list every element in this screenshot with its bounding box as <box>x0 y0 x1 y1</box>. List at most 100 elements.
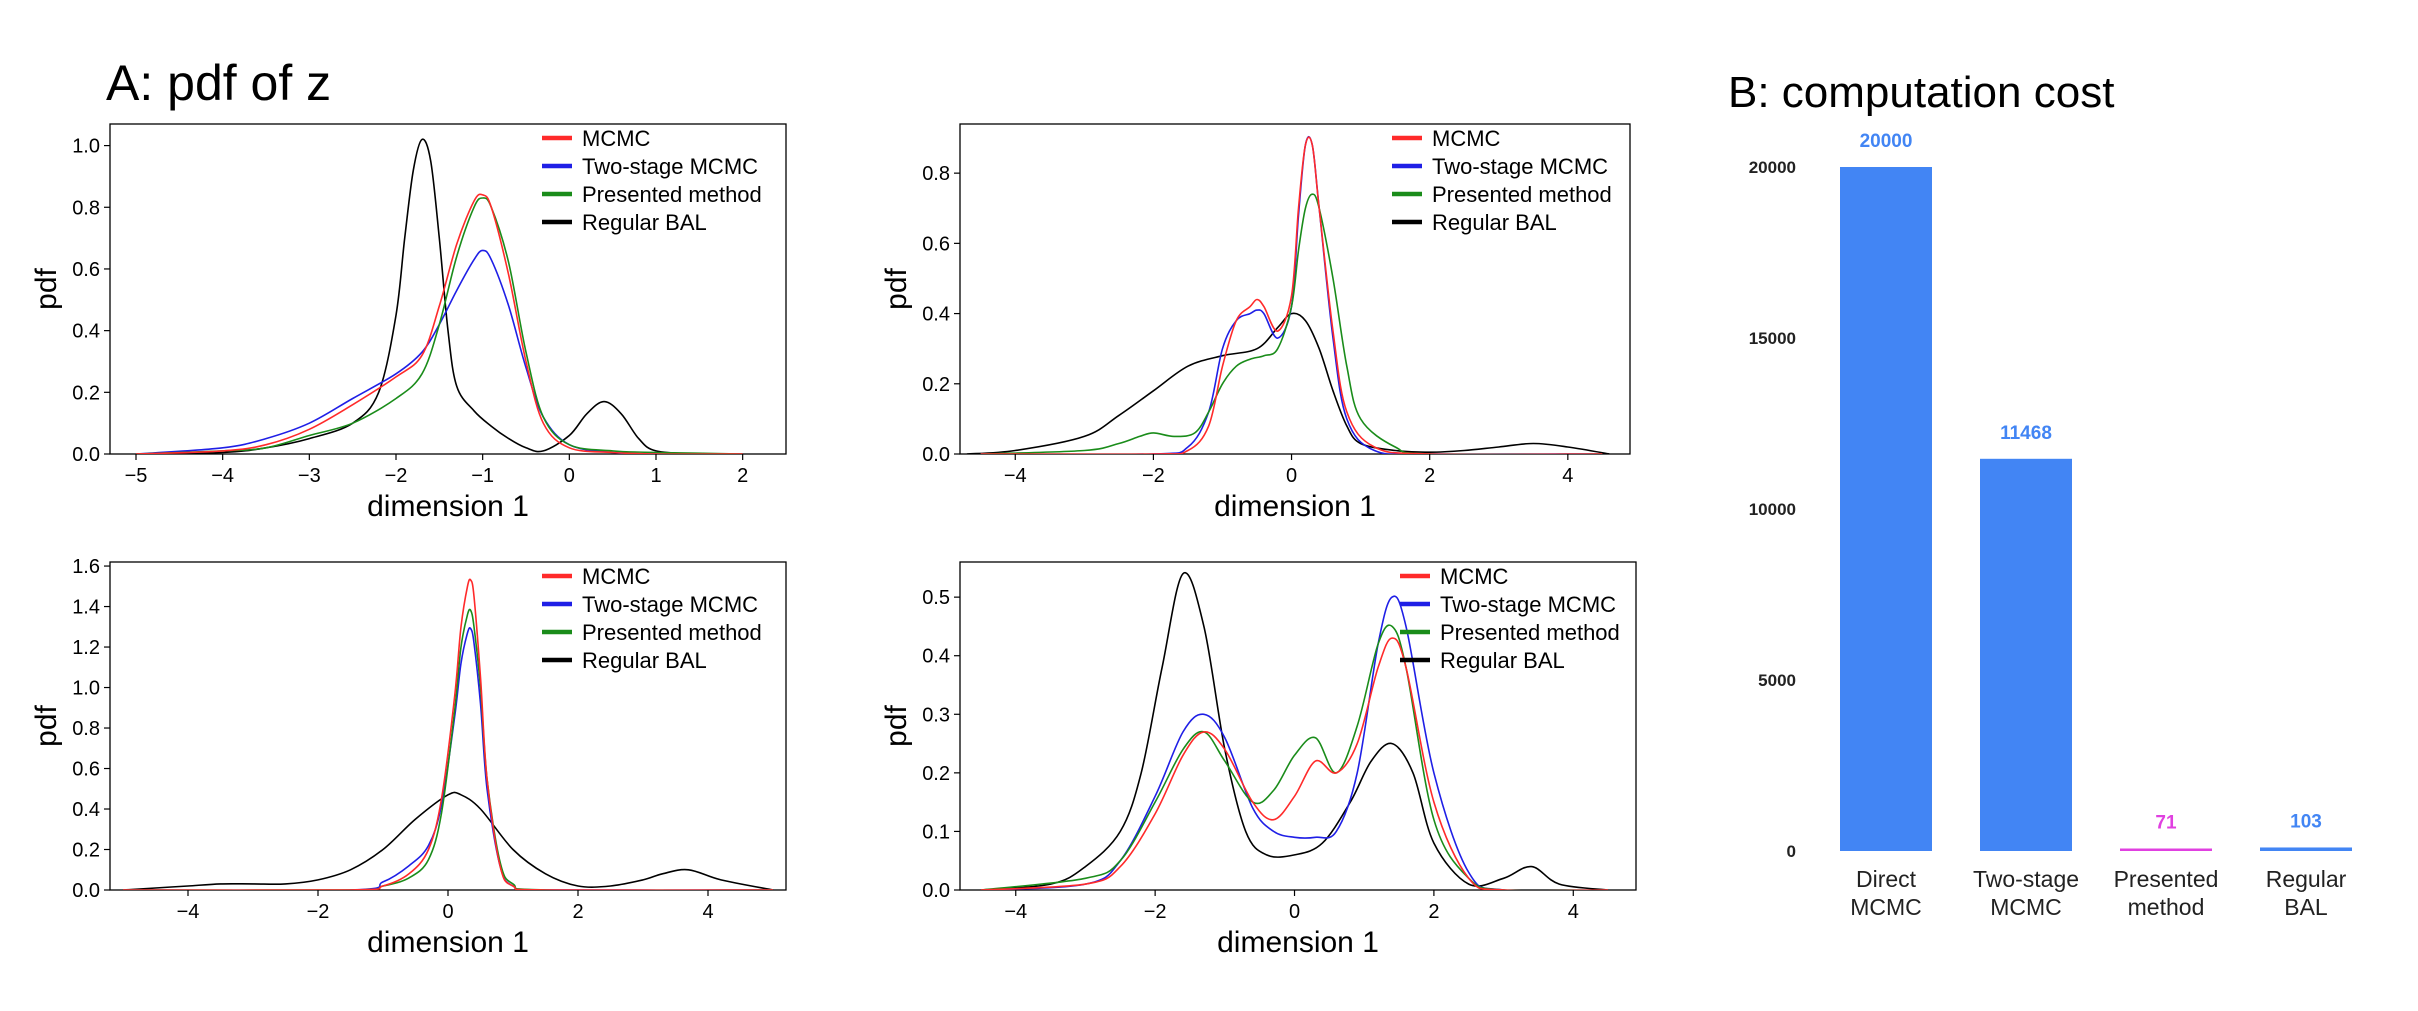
y-tick-label: 0.6 <box>72 259 100 281</box>
bar-3 <box>2260 847 2352 851</box>
legend-label: MCMC <box>582 564 651 589</box>
x-tick-label: 2 <box>737 465 748 487</box>
series-line-two-stage <box>980 595 1609 890</box>
series-line-regular <box>122 791 774 890</box>
x-tick-label: −2 <box>1144 901 1167 923</box>
pdf-chart-bottom-left: 0.0 0.2 0.4 0.6 0.8 1.0 1.2 1.4 1.6 −4 −2 0 2 4 dimens… <box>30 556 787 959</box>
x-axis-label: dimension 1 <box>1214 490 1376 523</box>
plot-frame <box>959 561 1637 891</box>
y-tick-label: 1.6 <box>72 556 100 578</box>
series-line-presented <box>980 624 1609 890</box>
legend-label: Presented method <box>582 620 762 645</box>
x-tick-label: −5 <box>125 465 148 487</box>
legend-label: Two-stage MCMC <box>1440 592 1616 617</box>
series-line-presented <box>980 193 1603 454</box>
y-tick-label: 1.2 <box>72 637 100 659</box>
legend-label: Presented method <box>582 182 762 207</box>
x-tick-label: −1 <box>471 465 494 487</box>
pdf-chart-top-left: 0.0 0.2 0.4 0.6 0.8 1.0 −5 −4 −3 −2 −1 0 1 2 dimension… <box>30 123 787 523</box>
y-tick-label: 1.0 <box>72 678 100 700</box>
y-tick-label: 0.2 <box>922 763 950 785</box>
y-tick-label: 0.6 <box>922 233 950 255</box>
y-tick-label: 0.2 <box>72 382 100 404</box>
x-tick-label: −4 <box>177 901 200 923</box>
x-category-label: Presented <box>2114 866 2219 892</box>
y-tick-label: 0.4 <box>72 321 100 343</box>
x-axis-label: dimension 1 <box>1217 926 1379 959</box>
x-tick-label: 2 <box>1428 901 1439 923</box>
y-tick-label: 0.6 <box>72 759 100 781</box>
bar-0 <box>1840 167 1932 851</box>
x-tick-label: 0 <box>564 465 575 487</box>
y-tick-label: 0.3 <box>922 704 950 726</box>
legend-label: Regular BAL <box>1432 210 1557 235</box>
y-tick-label: 1.0 <box>72 136 100 158</box>
series-line-two-stage <box>135 249 743 454</box>
x-category-label: Two-stage <box>1973 866 2079 892</box>
x-category-label: method <box>2128 894 2205 920</box>
pdf-chart-top-right: 0.0 0.2 0.4 0.6 0.8 −4 −2 0 2 4 dimension 1 pdf MCMC… <box>880 123 1631 523</box>
x-tick-label: 4 <box>1562 465 1573 487</box>
x-category-label: MCMC <box>1850 894 1922 920</box>
x-axis-label: dimension 1 <box>367 926 529 959</box>
y-tick-label: 0.4 <box>922 646 950 668</box>
y-tick-label: 0.4 <box>72 799 100 821</box>
series-line-mcmc <box>980 637 1609 890</box>
series-line-mcmc <box>980 136 1603 454</box>
series-line-mcmc <box>123 578 773 890</box>
legend-label: Two-stage MCMC <box>582 154 758 179</box>
y-tick-label: 0.8 <box>72 197 100 219</box>
series-line-regular <box>966 312 1610 454</box>
series-line-regular <box>135 138 743 454</box>
x-tick-label: 2 <box>572 901 583 923</box>
y-tick-label: 15000 <box>1749 329 1796 348</box>
panel-b-title: B: computation cost <box>1728 68 2115 117</box>
x-tick-label: 0 <box>1286 465 1297 487</box>
y-tick-label: 0.5 <box>922 587 950 609</box>
bar-2 <box>2120 848 2212 851</box>
y-tick-label: 0 <box>1787 842 1796 861</box>
legend-label: MCMC <box>1432 126 1501 151</box>
legend-label: Two-stage MCMC <box>1432 154 1608 179</box>
y-tick-label: 0.1 <box>922 821 950 843</box>
y-tick-label: 10000 <box>1749 500 1796 519</box>
x-category-label: Direct <box>1856 866 1917 892</box>
x-tick-label: −4 <box>211 465 234 487</box>
y-tick-label: 1.4 <box>72 597 100 619</box>
legend-label: Two-stage MCMC <box>582 592 758 617</box>
series-line-presented <box>135 197 743 454</box>
computation-cost-bar-chart: 0500010000150002000020000DirectMCMC11468… <box>1749 131 2352 920</box>
panel-a-title: A: pdf of z <box>106 55 332 111</box>
y-axis-label: pdf <box>880 704 913 746</box>
y-axis-label: pdf <box>30 267 63 309</box>
y-tick-label: 0.0 <box>922 880 950 902</box>
x-category-label: Regular <box>2266 866 2347 892</box>
x-tick-label: 2 <box>1424 465 1435 487</box>
series-line-regular <box>980 571 1609 890</box>
plot-frame <box>109 123 787 455</box>
y-tick-label: 20000 <box>1749 158 1796 177</box>
y-tick-label: 0.0 <box>922 444 950 466</box>
y-tick-label: 0.8 <box>922 163 950 185</box>
plot-frame <box>959 123 1631 455</box>
y-tick-label: 0.2 <box>922 374 950 396</box>
x-tick-label: 0 <box>1289 901 1300 923</box>
x-tick-label: −4 <box>1004 465 1027 487</box>
legend-label: Regular BAL <box>1440 648 1565 673</box>
x-tick-label: 4 <box>1568 901 1579 923</box>
y-tick-label: 0.2 <box>72 840 100 862</box>
x-tick-label: −2 <box>1142 465 1165 487</box>
series-line-mcmc <box>135 193 743 454</box>
y-tick-label: 0.8 <box>72 718 100 740</box>
y-tick-label: 0.4 <box>922 304 950 326</box>
x-category-label: BAL <box>2284 894 2328 920</box>
y-tick-label: 0.0 <box>72 444 100 466</box>
x-tick-label: −2 <box>307 901 330 923</box>
pdf-chart-bottom-right: 0.0 0.1 0.2 0.3 0.4 0.5 −4 −2 0 2 4 dimension 1 pdf M… <box>880 561 1637 959</box>
x-axis-label: dimension 1 <box>367 490 529 523</box>
bar-value-label: 103 <box>2290 811 2322 832</box>
legend-label: Regular BAL <box>582 648 707 673</box>
bar-value-label: 11468 <box>2000 423 2052 444</box>
legend-label: Regular BAL <box>582 210 707 235</box>
